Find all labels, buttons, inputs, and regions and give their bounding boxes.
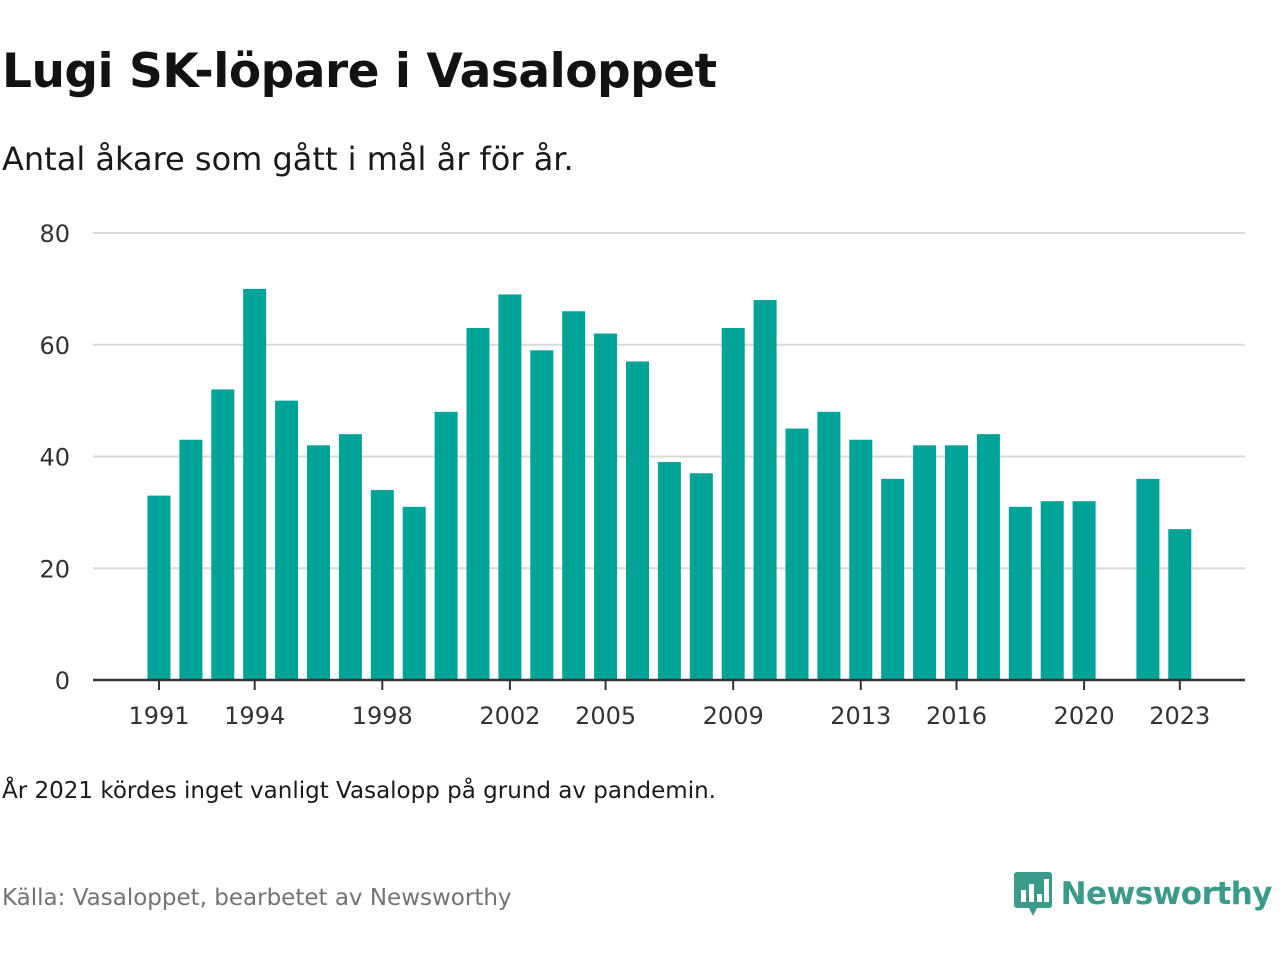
bar-2002	[498, 294, 522, 680]
bar-1992	[179, 439, 203, 680]
bar-2022	[1136, 478, 1160, 680]
bar-2011	[785, 428, 809, 680]
x-tick-label: 2013	[830, 702, 891, 730]
bar-2018	[1008, 506, 1032, 680]
chart-note: År 2021 kördes inget vanligt Vasalopp på…	[2, 778, 716, 804]
chart-title: Lugi SK-löpare i Vasaloppet	[2, 44, 717, 99]
x-tick-label: 2020	[1054, 702, 1115, 730]
x-tick-label: 2016	[926, 702, 987, 730]
y-tick-label: 60	[39, 332, 70, 360]
newsworthy-logo-icon	[1013, 872, 1052, 916]
bar-2014	[881, 478, 905, 680]
bar-1998	[370, 490, 394, 680]
x-tick-label: 2023	[1149, 702, 1210, 730]
x-tick-label: 1998	[352, 702, 413, 730]
brand-name: Newsworthy	[1060, 876, 1273, 912]
source-text: Källa: Vasaloppet, bearbetet av Newswort…	[2, 885, 512, 911]
bar-2001	[466, 327, 490, 680]
chart-subtitle: Antal åkare som gått i mål år för år.	[2, 140, 574, 178]
bar-1996	[307, 445, 330, 680]
bar-2020	[1072, 501, 1096, 680]
y-tick-label: 80	[39, 220, 70, 248]
bar-2010	[753, 300, 777, 680]
x-tick-label: 1994	[224, 702, 285, 730]
x-tick-label: 1991	[128, 702, 189, 730]
bar-2019	[1040, 501, 1064, 680]
bar-2007	[657, 462, 681, 680]
bar-1994	[243, 288, 267, 680]
bar-2012	[817, 411, 841, 680]
y-tick-label: 20	[39, 555, 70, 583]
bar-2013	[849, 439, 873, 680]
x-axis: 1991 1994 1998 2002 2005 2009 2013 2016 2020 2023	[93, 678, 1245, 730]
bar-2005	[594, 333, 618, 680]
bar-2009	[721, 327, 745, 680]
bar-2015	[913, 445, 937, 680]
bar-1997	[338, 434, 362, 680]
bar-2016	[945, 445, 968, 680]
x-tick-label: 2009	[703, 702, 764, 730]
bar-2004	[562, 311, 586, 680]
bar-1993	[211, 389, 235, 680]
y-tick-label: 0	[55, 667, 70, 695]
bar-1999	[402, 506, 426, 680]
bar-2003	[530, 350, 554, 680]
bar-2023	[1168, 529, 1192, 680]
y-axis: 0 20 40 60 80	[39, 220, 70, 695]
bar-2008	[689, 473, 713, 680]
bar-chart: 0 20 40 60 80 1991 1994 1998 2002 2005 2009 2013 20…	[39, 220, 1245, 730]
bar-1991	[147, 495, 171, 680]
brand-logo: Newsworthy	[1013, 870, 1273, 918]
bars	[147, 288, 1192, 680]
bar-2006	[626, 361, 649, 680]
x-tick-label: 2005	[575, 702, 636, 730]
x-tick-label: 2002	[479, 702, 540, 730]
bar-1995	[275, 400, 299, 680]
bar-2017	[976, 434, 1000, 680]
y-tick-label: 40	[39, 444, 70, 472]
bar-2000	[434, 411, 458, 680]
